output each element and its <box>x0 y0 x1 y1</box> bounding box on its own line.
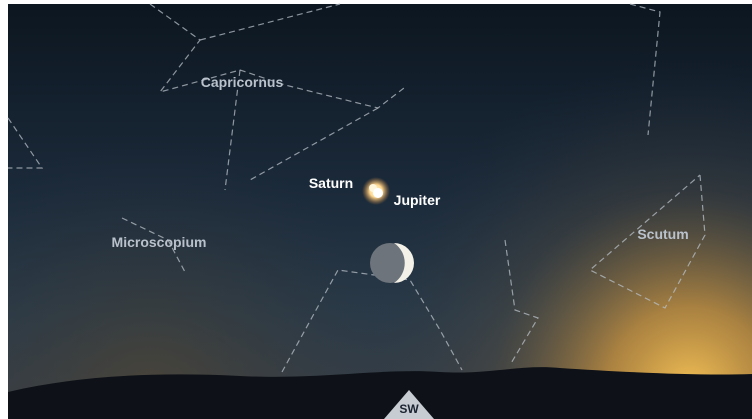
planet-label: Saturn <box>309 175 353 191</box>
planet-label: Jupiter <box>394 192 441 208</box>
compass-label: SW <box>399 402 419 416</box>
page: Capricornus Microscopium Scutum Saturn J… <box>0 0 752 419</box>
moon <box>370 243 414 283</box>
constellation-label: Scutum <box>637 226 688 242</box>
jupiter-dot <box>373 188 383 198</box>
constellation-label: Capricornus <box>201 74 284 90</box>
sunset-glow <box>8 4 752 419</box>
sky-view: Capricornus Microscopium Scutum Saturn J… <box>0 0 752 419</box>
constellation-label: Microscopium <box>112 234 207 250</box>
